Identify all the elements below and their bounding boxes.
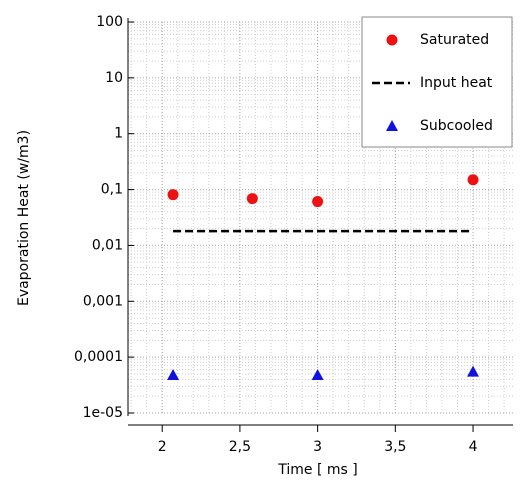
x-tick-label: 2	[158, 439, 167, 455]
legend-label: Subcooled	[420, 118, 493, 134]
y-tick-label: 0,0001	[74, 349, 123, 365]
y-tick-label: 0,001	[83, 293, 123, 309]
point	[311, 368, 324, 380]
y-tick-label: 1	[114, 126, 123, 142]
legend-label: Input heat	[420, 75, 493, 91]
legend-label: Saturated	[420, 32, 489, 48]
point	[167, 189, 179, 201]
x-tick-label: 4	[469, 439, 478, 455]
x-axis-label: Time [ ms ]	[277, 462, 357, 478]
point	[246, 193, 258, 205]
y-tick-label: 100	[96, 14, 123, 30]
point	[467, 174, 479, 186]
y-tick-label: 10	[105, 70, 123, 86]
legend-marker	[386, 34, 398, 46]
legend: Saturated Input heat Subcooled	[361, 16, 513, 148]
y-tick-label: 1e-05	[83, 405, 123, 421]
x-tick-label: 2,5	[229, 439, 251, 455]
grid	[128, 21, 515, 414]
x-tick-label: 3,5	[384, 439, 406, 455]
point	[167, 368, 180, 380]
point	[467, 365, 480, 377]
y-tick-label: 0,1	[101, 182, 123, 198]
y-axis-label: Evaporation Heat (w/m3)	[16, 130, 32, 306]
x-tick-label: 3	[313, 439, 322, 455]
point	[312, 196, 324, 208]
y-tick-label: 0,01	[92, 237, 123, 253]
legend-marker	[386, 120, 398, 131]
